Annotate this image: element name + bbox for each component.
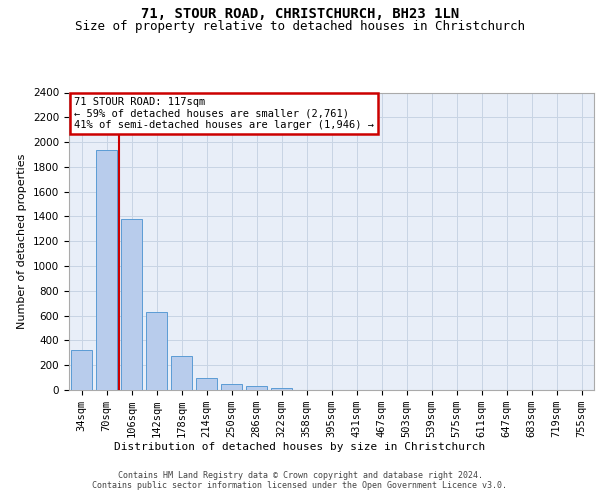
Text: 71 STOUR ROAD: 117sqm
← 59% of detached houses are smaller (2,761)
41% of semi-d: 71 STOUR ROAD: 117sqm ← 59% of detached …	[74, 97, 374, 130]
Bar	[271, 388, 292, 390]
Bar	[121, 219, 142, 390]
Text: Size of property relative to detached houses in Christchurch: Size of property relative to detached ho…	[75, 20, 525, 33]
Bar	[196, 378, 217, 390]
Text: Contains HM Land Registry data © Crown copyright and database right 2024.
Contai: Contains HM Land Registry data © Crown c…	[92, 470, 508, 490]
Text: Distribution of detached houses by size in Christchurch: Distribution of detached houses by size …	[115, 442, 485, 452]
Text: 71, STOUR ROAD, CHRISTCHURCH, BH23 1LN: 71, STOUR ROAD, CHRISTCHURCH, BH23 1LN	[141, 8, 459, 22]
Bar	[246, 386, 267, 390]
Bar	[171, 356, 192, 390]
Bar	[221, 384, 242, 390]
Bar	[96, 150, 117, 390]
Y-axis label: Number of detached properties: Number of detached properties	[17, 154, 28, 329]
Bar	[146, 312, 167, 390]
Bar	[71, 350, 92, 390]
